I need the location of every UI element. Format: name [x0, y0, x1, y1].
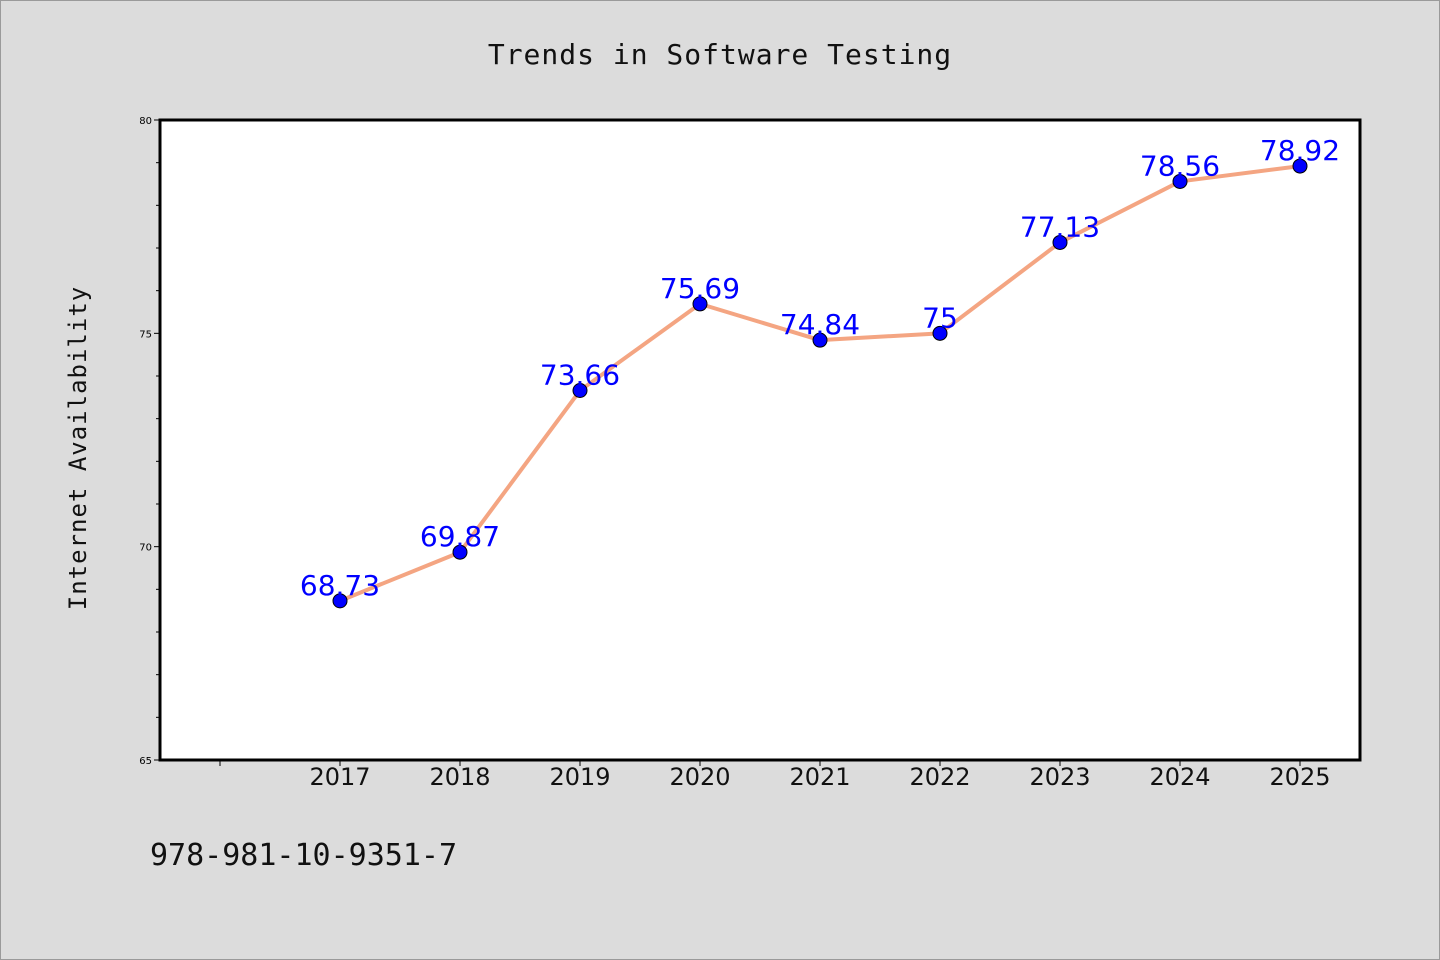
data-labels: 68.73 69.87 73.66 75.69 74.84 75 77.13 78.56 78.…	[300, 134, 1340, 602]
data-label: 77.13	[1020, 210, 1100, 243]
data-point	[812, 332, 828, 348]
x-tick-label: 2022	[909, 763, 970, 791]
y-axis-label: Internet Availability	[64, 286, 92, 610]
data-label: 69.87	[420, 520, 500, 553]
data-point	[572, 383, 588, 399]
data-label: 75.69	[660, 272, 740, 305]
data-point	[932, 325, 948, 341]
y-tick-label: 80	[139, 116, 152, 127]
data-series	[332, 158, 1308, 609]
data-label: 75	[922, 301, 958, 334]
y-tick-label: 65	[139, 756, 152, 767]
x-tick-label: 2019	[549, 763, 610, 791]
x-tick-label: 2024	[1149, 763, 1210, 791]
data-point	[1292, 158, 1308, 174]
x-tick-label: 2017	[309, 763, 370, 791]
data-label: 68.73	[300, 569, 380, 602]
x-tick-label: 2021	[789, 763, 850, 791]
isbn-text: 978-981-10-9351-7	[150, 838, 457, 873]
plot-area	[158, 118, 1362, 762]
chart-title: Trends in Software Testing	[488, 38, 952, 71]
x-tick-label: 2025	[1269, 763, 1330, 791]
y-axis-ticks: 65 70 75 80	[139, 116, 160, 767]
data-point	[1172, 173, 1188, 189]
data-label: 78.92	[1260, 134, 1340, 167]
y-tick-label: 75	[139, 329, 152, 340]
data-point	[332, 593, 348, 609]
x-axis-ticks: 2017 2018 2019 2020 2021 2022 2023 2024 2025	[219, 760, 1331, 791]
y-tick-label: 70	[139, 543, 152, 554]
x-tick-label: 2020	[669, 763, 730, 791]
data-point	[452, 544, 468, 560]
data-label: 78.56	[1140, 149, 1220, 182]
x-tick-label: 2023	[1029, 763, 1090, 791]
data-point	[1052, 234, 1068, 250]
data-point	[692, 296, 708, 312]
x-tick-label: 2018	[429, 763, 490, 791]
data-label: 73.66	[540, 359, 620, 392]
data-label: 74.84	[780, 308, 860, 341]
